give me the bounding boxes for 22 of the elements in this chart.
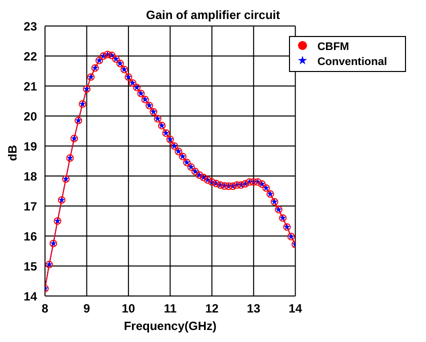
y-tick-label: 21 — [24, 79, 38, 94]
y-tick-label: 22 — [24, 49, 38, 64]
legend-label: CBFM — [317, 41, 350, 53]
x-tick-label: 14 — [288, 302, 302, 316]
chart-title: Gain of amplifier circuit — [146, 8, 280, 22]
x-tick-label: 10 — [122, 302, 136, 316]
x-tick-label: 11 — [164, 302, 177, 316]
y-tick-label: 14 — [24, 289, 38, 304]
y-axis-title: dB — [5, 144, 20, 161]
y-tick-label: 23 — [24, 19, 38, 34]
x-tick-label: 9 — [83, 302, 90, 316]
y-tick-label: 19 — [24, 139, 38, 154]
y-tick-label: 18 — [24, 169, 38, 184]
x-tick-label: 13 — [246, 302, 261, 316]
legend-label: Conventional — [317, 56, 387, 68]
y-tick-label: 17 — [24, 199, 38, 214]
y-tick-label: 20 — [24, 109, 38, 124]
x-axis-title: Frequency(GHz) — [124, 319, 217, 333]
x-tick-label: 8 — [42, 302, 49, 316]
y-tick-label: 16 — [24, 229, 38, 244]
x-tick-label: 12 — [205, 302, 219, 316]
y-tick-label: 15 — [24, 259, 38, 274]
